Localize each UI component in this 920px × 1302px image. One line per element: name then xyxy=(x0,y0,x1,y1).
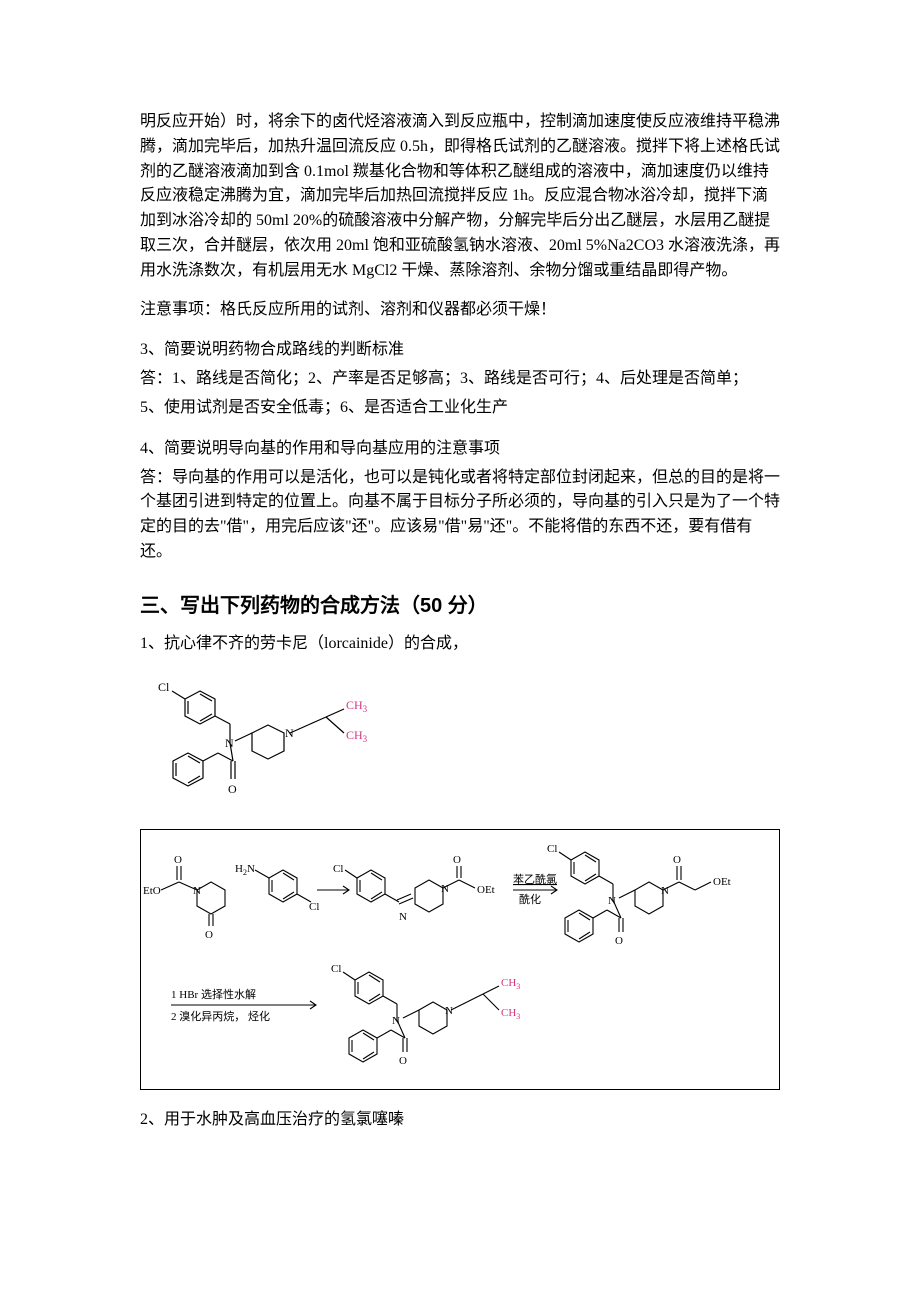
label-n-2: N xyxy=(399,911,407,923)
label-o-6: O xyxy=(399,1055,407,1067)
label-o-3: O xyxy=(453,854,461,866)
label-ch3-d: CH3 xyxy=(501,1007,520,1021)
label-o-carbonyl: O xyxy=(228,782,237,796)
note-caution: 注意事项：格氏反应所用的试剂、溶剂和仪器都必须干燥！ xyxy=(140,298,780,323)
label-n-5: N xyxy=(661,885,669,897)
label-ch3-a: CH3 xyxy=(346,698,368,714)
label-ch3-b: CH3 xyxy=(346,728,368,744)
reaction-scheme-box: EtO O N O H2N Cl Cl N N O OEt 苯乙酰氯 酰化 Cl… xyxy=(140,829,780,1090)
problem-1-title: 1、抗心律不齐的劳卡尼（lorcainide）的合成， xyxy=(140,632,780,657)
label-oet-1: OEt xyxy=(477,884,495,896)
label-n-ring: N xyxy=(285,726,294,740)
reaction-scheme: EtO O N O H2N Cl Cl N N O OEt 苯乙酰氯 酰化 Cl… xyxy=(141,830,777,1080)
label-cl-2: Cl xyxy=(309,901,319,913)
label-o-4: O xyxy=(615,935,623,947)
question-3-answer-line1: 答：1、路线是否简化；2、产率是否足够高；3、路线是否可行；4、后处理是否简单； xyxy=(140,367,780,392)
label-n-1: N xyxy=(193,885,201,897)
label-o-2: O xyxy=(205,929,213,941)
label-n-amide: N xyxy=(225,736,234,750)
label-oet-2: OEt xyxy=(713,876,731,888)
label-n-6: N xyxy=(392,1015,400,1027)
step-1-label: 1 HBr 选择性水解 xyxy=(171,987,256,1001)
paragraph-intro: 明反应开始）时，将余下的卤代烃溶液滴入到反应瓶中，控制滴加速度使反应液维持平稳沸… xyxy=(140,110,780,284)
label-o-1: O xyxy=(174,854,182,866)
label-cl-4: Cl xyxy=(547,843,557,855)
question-4-body: 答：导向基的作用可以是活化，也可以是钝化或者将特定部位封闭起来，但总的目的是将一… xyxy=(140,466,780,565)
label-o-5: O xyxy=(673,854,681,866)
label-cl-5: Cl xyxy=(331,963,341,975)
molecule-lorcainide: Cl N O N CH3 CH3 xyxy=(140,661,400,811)
label-ch3-c: CH3 xyxy=(501,977,520,991)
label-eto-1: EtO xyxy=(143,885,161,897)
label-h2n: H2N xyxy=(235,863,255,877)
step-2-label: 2 溴化异丙烷， 烃化 xyxy=(171,1009,270,1023)
section-3-heading: 三、写出下列药物的合成方法（50 分） xyxy=(140,591,780,622)
arrow2-label-bot: 酰化 xyxy=(519,892,541,906)
label-n-7: N xyxy=(445,1005,453,1017)
arrow2-label-top: 苯乙酰氯 xyxy=(513,872,557,886)
question-4-title: 4、简要说明导向基的作用和导向基应用的注意事项 xyxy=(140,437,780,462)
question-3-answer-line2: 5、使用试剂是否安全低毒；6、是否适合工业化生产 xyxy=(140,396,780,421)
label-cl-3: Cl xyxy=(333,863,343,875)
question-3-title: 3、简要说明药物合成路线的判断标准 xyxy=(140,338,780,363)
label-n-4: N xyxy=(608,895,616,907)
problem-2-title: 2、用于水肿及高血压治疗的氢氯噻嗪 xyxy=(140,1108,780,1133)
label-cl: Cl xyxy=(158,680,170,694)
label-n-3: N xyxy=(441,883,449,895)
